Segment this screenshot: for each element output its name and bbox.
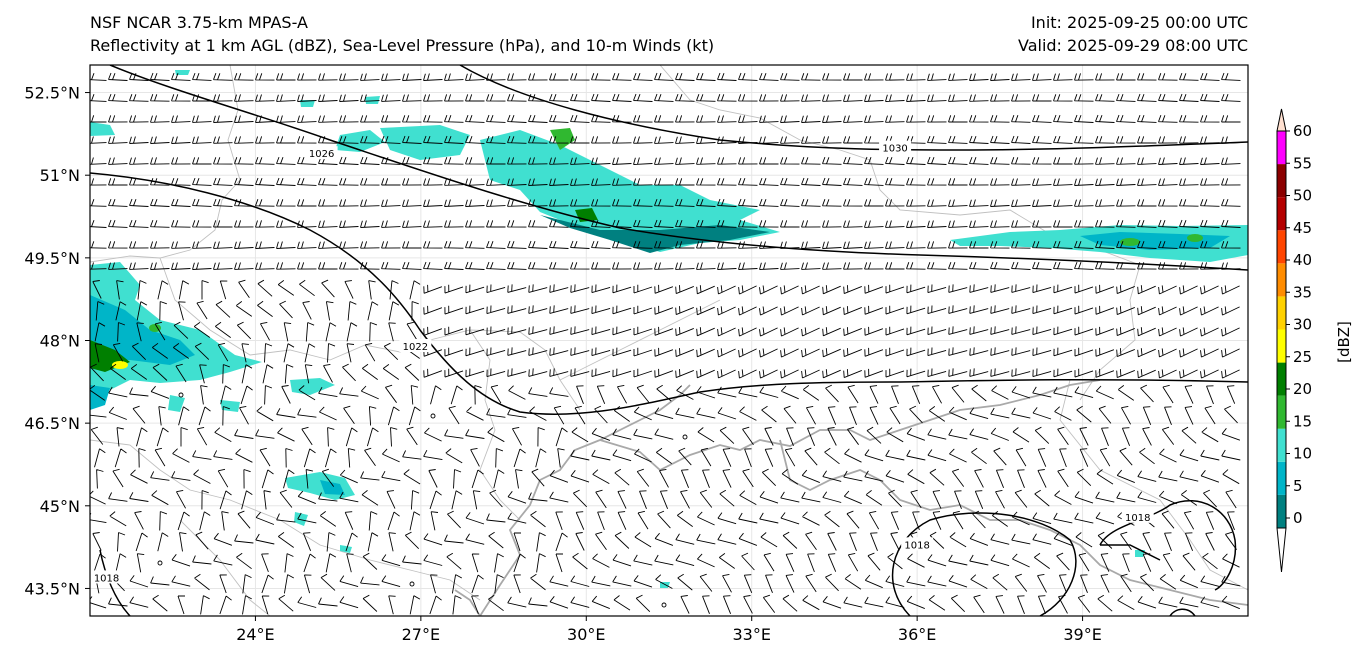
colorbar-segment	[1277, 395, 1286, 429]
isobar-label: 1026	[309, 149, 334, 160]
fields-title: Reflectivity at 1 km AGL (dBZ), Sea-Leve…	[90, 36, 715, 55]
colorbar-segment	[1277, 263, 1286, 297]
lon-tick-label: 30°E	[567, 625, 605, 644]
lat-tick-label: 51°N	[40, 166, 80, 185]
colorbar: 0 5 10 15 20 25 30 35 40 45 50 55 60 [dBZ]	[1276, 108, 1353, 573]
colorbar-tick-label: 30	[1293, 316, 1312, 334]
colorbar-segment	[1277, 494, 1286, 528]
isobars	[90, 65, 1248, 616]
colorbar-segment	[1277, 296, 1286, 330]
colorbar-tick-label: 5	[1293, 477, 1303, 495]
isobar-labels: 1030 1026 1022 1018 1018 1018	[90, 140, 1154, 584]
wind-barbs	[90, 72, 1241, 615]
calm-wind-marker	[430, 413, 436, 419]
valid-time: Valid: 2025-09-29 08:00 UTC	[1017, 36, 1248, 55]
isobar-label-bg	[1121, 509, 1154, 523]
calm-wind-marker	[157, 560, 163, 566]
colorbar-frame	[1276, 130, 1287, 529]
colorbar-segment	[1277, 131, 1286, 165]
colorbar-tick-label: 35	[1293, 283, 1312, 301]
colorbar-segment	[1277, 230, 1286, 264]
colorbar-tick-label: 45	[1293, 219, 1312, 237]
lat-tick-label: 46.5°N	[24, 414, 80, 433]
colorbar-segment	[1277, 329, 1286, 363]
lon-tick-label: 33°E	[732, 625, 770, 644]
lon-tick-label: 27°E	[402, 625, 440, 644]
wind-barb-field	[90, 72, 1241, 615]
colorbar-tick-label: 15	[1293, 412, 1312, 430]
colorbar-tick-label: 0	[1293, 509, 1303, 527]
longitude-axis: 24°E 27°E 30°E 33°E 36°E 39°E	[236, 616, 1102, 644]
lon-tick-label: 24°E	[236, 625, 274, 644]
colorbar-tick-label: 55	[1293, 154, 1312, 172]
lat-tick-label: 49.5°N	[24, 249, 80, 268]
isobar-label-bg	[901, 537, 934, 551]
isobar-label: 1018	[94, 573, 119, 584]
isobar-label: 1022	[403, 342, 428, 353]
colorbar-tick-label: 20	[1293, 380, 1312, 398]
isobar-label: 1030	[882, 144, 907, 155]
colorbar-segment	[1277, 164, 1286, 198]
calm-wind-marker	[409, 581, 415, 587]
lat-tick-label: 52.5°N	[24, 84, 80, 103]
lon-tick-label: 39°E	[1063, 625, 1101, 644]
isobar-label-bg	[879, 140, 912, 154]
isobar-label: 1018	[1125, 513, 1150, 524]
model-title: NSF NCAR 3.75-km MPAS-A	[90, 13, 308, 32]
colorbar-label: [dBZ]	[1335, 321, 1353, 363]
isobar-label-bg	[399, 339, 432, 353]
calm-wind-marker	[661, 602, 667, 608]
lat-tick-label: 48°N	[40, 332, 80, 351]
lat-tick-label: 43.5°N	[24, 579, 80, 598]
colorbar-tick-label: 50	[1293, 187, 1312, 205]
colorbar-over-triangle	[1276, 108, 1287, 132]
colorbar-tick-label: 60	[1293, 122, 1312, 140]
latitude-axis: 52.5°N 51°N 49.5°N 48°N 46.5°N 45°N 43.5°N	[24, 84, 90, 598]
colorbar-tick-label: 25	[1293, 348, 1312, 366]
isobar-label-bg	[90, 570, 123, 584]
calm-wind-marker	[178, 392, 184, 398]
calm-wind-marker	[682, 434, 688, 440]
colorbar-tick-label: 10	[1293, 445, 1312, 463]
isobar-label-bg	[305, 146, 338, 160]
init-time: Init: 2025-09-25 00:00 UTC	[1030, 13, 1248, 32]
colorbar-segment	[1277, 197, 1286, 231]
lon-tick-label: 36°E	[898, 625, 936, 644]
colorbar-segment	[1277, 428, 1286, 462]
colorbar-segment	[1277, 362, 1286, 396]
lat-tick-label: 45°N	[40, 497, 80, 516]
colorbar-tick-label: 40	[1293, 251, 1312, 269]
colorbar-segment	[1277, 461, 1286, 495]
isobar-label: 1018	[904, 540, 929, 551]
colorbar-under-triangle	[1276, 527, 1287, 573]
